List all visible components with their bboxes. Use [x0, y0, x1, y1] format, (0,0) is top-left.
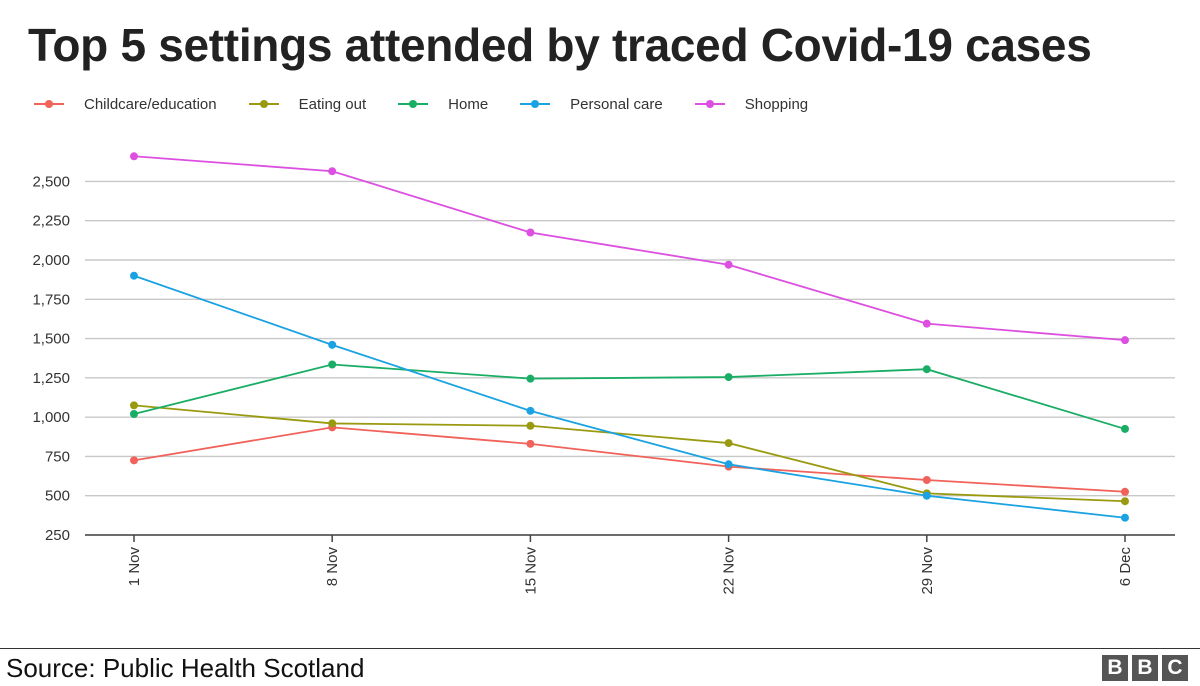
- legend-swatch: [248, 97, 279, 111]
- data-point: [922, 365, 931, 374]
- series-line: [133, 155, 1126, 342]
- data-point: [724, 373, 733, 382]
- series-line: [133, 363, 1126, 430]
- data-point: [724, 460, 733, 469]
- data-point: [922, 476, 931, 484]
- y-tick-label: 2,250: [32, 213, 70, 230]
- data-point: [130, 152, 138, 161]
- x-tick-label: 1 Nov: [126, 547, 143, 587]
- data-point: [1121, 497, 1129, 506]
- data-point: [526, 374, 535, 383]
- x-tick-label: 29 Nov: [919, 547, 936, 595]
- chart-title: Top 5 settings attended by traced Covid-…: [28, 19, 1092, 71]
- legend-label: Shopping: [744, 95, 809, 113]
- data-point: [1121, 487, 1129, 496]
- data-point: [130, 401, 138, 410]
- data-point: [328, 340, 337, 349]
- y-tick-label: 250: [45, 527, 70, 544]
- legend-label: Eating out: [298, 95, 367, 113]
- data-point: [130, 271, 138, 280]
- data-point: [922, 491, 931, 500]
- legend-label: Home: [448, 95, 489, 113]
- data-point: [130, 456, 138, 465]
- data-point: [130, 410, 138, 418]
- legend-item: Home: [398, 96, 488, 113]
- data-point: [1121, 513, 1129, 522]
- y-tick-label: 1,250: [32, 370, 70, 387]
- chart-legend: Childcare/education Eating out Home Persona…: [34, 92, 840, 116]
- data-point: [922, 319, 931, 328]
- data-point: [1121, 336, 1129, 345]
- series-line: [133, 404, 1126, 503]
- y-tick-label: 1,000: [32, 409, 70, 426]
- x-tick-label: 22 Nov: [721, 547, 738, 595]
- legend-swatch: [34, 97, 64, 111]
- legend-item: Shopping: [694, 95, 809, 113]
- legend-label: Personal care: [570, 95, 663, 113]
- x-tick-label: 8 Nov: [324, 547, 341, 587]
- bbc-logo: B B C: [1098, 655, 1188, 681]
- x-tick-label: 15 Nov: [522, 547, 539, 595]
- bbc-logo-letter-b1: B: [1102, 655, 1128, 681]
- line-chart: 250 500 750 1,000 1,250 1,500 1,750 2,000 2,250 2…: [32, 152, 1175, 595]
- legend-swatch: [398, 97, 429, 111]
- series-line: [133, 426, 1126, 493]
- y-tick-label: 1,500: [32, 331, 70, 348]
- y-tick-label: 2,000: [32, 252, 70, 269]
- legend-label: Childcare/education: [84, 95, 217, 113]
- data-point: [328, 419, 337, 428]
- y-tick-label: 2,500: [32, 173, 70, 190]
- data-point: [526, 421, 535, 430]
- x-tick-label: 6 Dec: [1117, 547, 1134, 587]
- y-tick-label: 750: [45, 448, 70, 465]
- data-point: [328, 360, 337, 369]
- legend-item: Eating out: [248, 95, 367, 113]
- footer-divider: [0, 648, 1200, 649]
- source-note: Source: Public Health Scotland: [6, 653, 365, 683]
- data-point: [724, 439, 733, 448]
- legend-item: Childcare/education: [34, 96, 217, 113]
- data-point: [328, 167, 337, 176]
- y-tick-label: 1,750: [32, 291, 70, 308]
- data-point: [526, 439, 535, 448]
- bbc-logo-letter-c: C: [1162, 655, 1188, 681]
- series-line: [133, 274, 1126, 519]
- y-tick-label: 500: [45, 488, 70, 505]
- data-point: [526, 228, 535, 237]
- legend-swatch: [520, 97, 551, 111]
- legend-item: Personal care: [520, 96, 663, 113]
- bbc-logo-letter-b2: B: [1132, 655, 1158, 681]
- legend-swatch: [694, 97, 725, 111]
- data-point: [724, 260, 733, 269]
- data-point: [526, 406, 535, 415]
- data-point: [1121, 424, 1129, 433]
